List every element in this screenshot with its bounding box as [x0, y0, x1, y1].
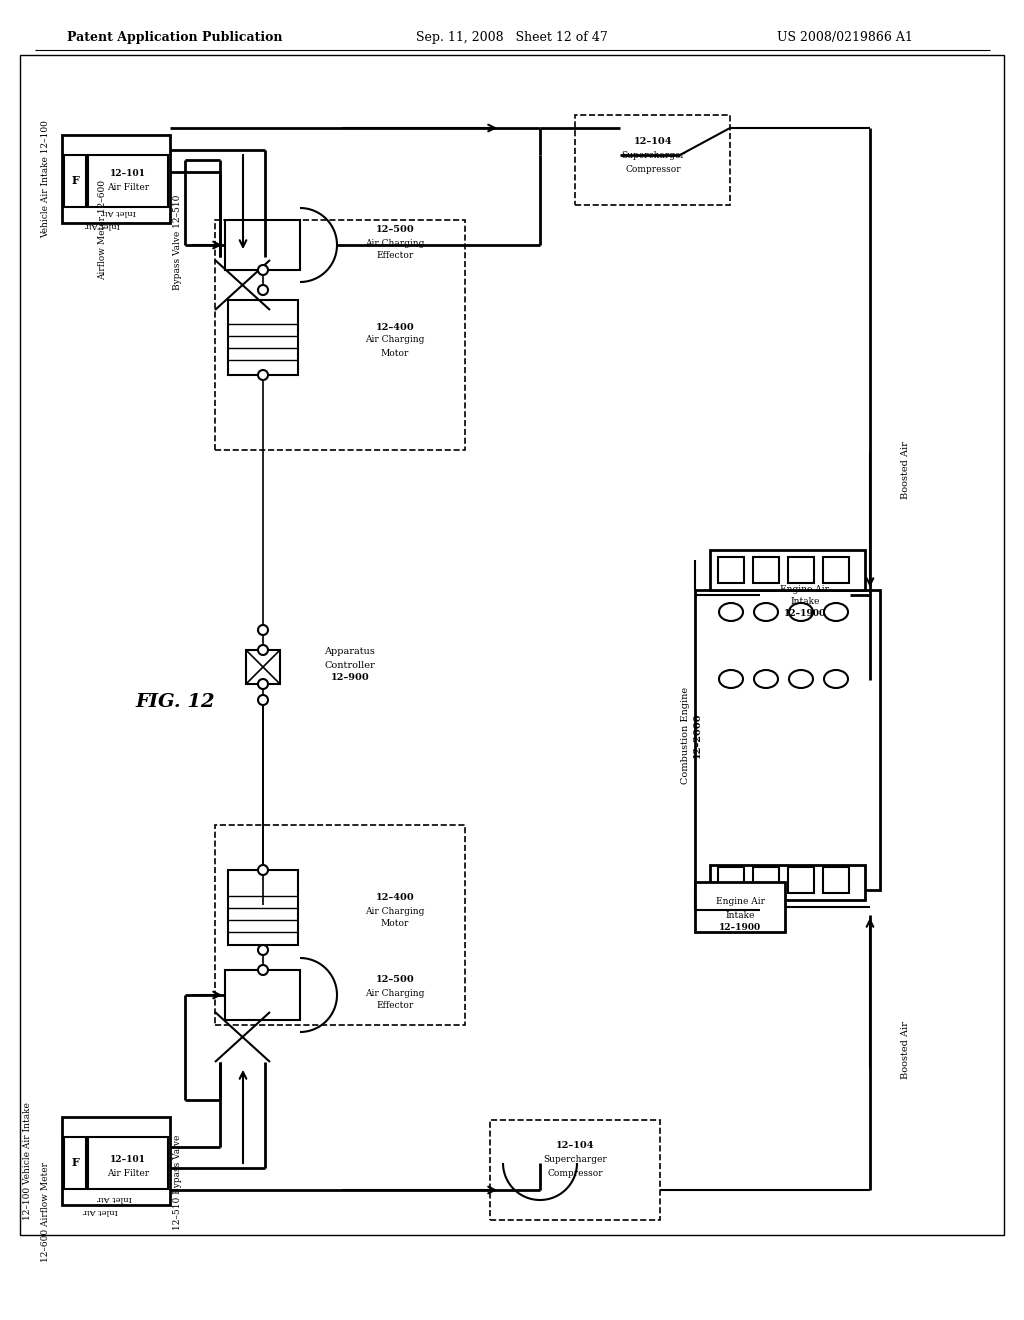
Bar: [760, 570, 850, 620]
Ellipse shape: [719, 603, 743, 620]
Text: Air Charging: Air Charging: [366, 239, 425, 248]
Text: Effector: Effector: [377, 1002, 414, 1011]
Text: 12–101: 12–101: [110, 169, 146, 177]
Text: 12–500: 12–500: [376, 975, 415, 985]
Bar: [718, 557, 744, 583]
Circle shape: [258, 265, 268, 275]
Text: Sep. 11, 2008   Sheet 12 of 47: Sep. 11, 2008 Sheet 12 of 47: [416, 32, 608, 45]
Bar: [63, 1137, 86, 1189]
Text: 12–400: 12–400: [376, 894, 415, 903]
Bar: [710, 865, 865, 900]
Bar: [63, 154, 86, 207]
Text: Inlet Air: Inlet Air: [83, 1206, 118, 1214]
Bar: [788, 867, 814, 894]
Text: 12–100 Vehicle Air Intake: 12–100 Vehicle Air Intake: [24, 1102, 33, 1220]
Circle shape: [258, 678, 268, 689]
Text: Patent Application Publication: Patent Application Publication: [68, 32, 283, 45]
Text: Inlet Air: Inlet Air: [97, 1195, 132, 1203]
Bar: [228, 870, 298, 945]
Text: Motor: Motor: [381, 920, 410, 928]
Text: F: F: [71, 176, 79, 186]
Ellipse shape: [719, 671, 743, 688]
Circle shape: [258, 370, 268, 380]
Bar: [718, 867, 744, 894]
Ellipse shape: [790, 603, 813, 620]
Bar: [20, 55, 1004, 1236]
Ellipse shape: [824, 603, 848, 620]
Text: Supercharger: Supercharger: [622, 152, 685, 161]
Text: Compressor: Compressor: [626, 165, 681, 174]
Bar: [753, 867, 779, 894]
Text: F: F: [71, 1158, 79, 1168]
Text: FIG. 12: FIG. 12: [135, 693, 215, 711]
Text: Boosted Air: Boosted Air: [900, 441, 909, 499]
Bar: [225, 970, 300, 1020]
Text: Combustion Engine: Combustion Engine: [681, 686, 689, 784]
Bar: [823, 557, 849, 583]
Bar: [246, 649, 280, 684]
Text: Apparatus: Apparatus: [325, 648, 376, 656]
Text: 12–600 Airflow Meter: 12–600 Airflow Meter: [42, 1162, 50, 1262]
Text: 12–1900: 12–1900: [784, 610, 826, 619]
Text: 12–500: 12–500: [376, 226, 415, 235]
Bar: [88, 154, 168, 207]
Bar: [575, 115, 730, 205]
Bar: [490, 1119, 660, 1220]
Ellipse shape: [754, 603, 778, 620]
Text: 12–1900: 12–1900: [719, 924, 761, 932]
Text: Effector: Effector: [377, 252, 414, 260]
Text: Inlet Air: Inlet Air: [85, 220, 121, 228]
Text: 12–400: 12–400: [376, 322, 415, 331]
Bar: [710, 550, 865, 590]
Text: Air Charging: Air Charging: [366, 989, 425, 998]
Bar: [88, 1137, 168, 1189]
Text: Engine Air: Engine Air: [716, 898, 765, 907]
Text: 12–510 Bypass Valve: 12–510 Bypass Valve: [173, 1134, 182, 1230]
Circle shape: [258, 945, 268, 954]
Text: Bypass Valve 12–510: Bypass Valve 12–510: [173, 194, 182, 289]
Text: 12–104: 12–104: [634, 137, 672, 147]
Bar: [753, 557, 779, 583]
Text: Vehicle Air Intake 12–100: Vehicle Air Intake 12–100: [42, 120, 50, 238]
Text: Intake: Intake: [725, 911, 755, 920]
Text: Engine Air: Engine Air: [780, 586, 829, 594]
Bar: [215, 220, 465, 450]
Text: 12–900: 12–900: [331, 673, 370, 682]
Bar: [823, 867, 849, 894]
Text: Air Charging: Air Charging: [366, 907, 425, 916]
Bar: [225, 220, 300, 271]
Text: Motor: Motor: [381, 348, 410, 358]
Text: 12–101: 12–101: [110, 1155, 146, 1163]
Circle shape: [258, 624, 268, 635]
Bar: [695, 882, 785, 932]
Circle shape: [258, 965, 268, 975]
Text: Compressor: Compressor: [547, 1170, 603, 1179]
Text: US 2008/0219866 A1: US 2008/0219866 A1: [777, 32, 913, 45]
Bar: [62, 135, 170, 223]
Circle shape: [258, 645, 268, 655]
Ellipse shape: [790, 671, 813, 688]
Bar: [62, 1117, 170, 1205]
Text: Boosted Air: Boosted Air: [900, 1022, 909, 1078]
Text: Intake: Intake: [791, 598, 819, 606]
Bar: [788, 557, 814, 583]
Bar: [695, 590, 880, 890]
Circle shape: [258, 285, 268, 294]
Text: Inlet Air: Inlet Air: [100, 209, 135, 216]
Text: Air Filter: Air Filter: [106, 183, 150, 193]
Text: Supercharger: Supercharger: [543, 1155, 607, 1164]
Text: 12–104: 12–104: [556, 1140, 594, 1150]
Ellipse shape: [754, 671, 778, 688]
Text: 12–2000: 12–2000: [692, 713, 701, 758]
Ellipse shape: [824, 671, 848, 688]
Text: Controller: Controller: [325, 660, 376, 669]
Text: Air Charging: Air Charging: [366, 335, 425, 345]
Text: Air Filter: Air Filter: [106, 1168, 150, 1177]
Bar: [215, 825, 465, 1026]
Text: Airflow Meter 12–600: Airflow Meter 12–600: [98, 180, 108, 280]
Circle shape: [258, 696, 268, 705]
Circle shape: [258, 865, 268, 875]
Bar: [228, 300, 298, 375]
